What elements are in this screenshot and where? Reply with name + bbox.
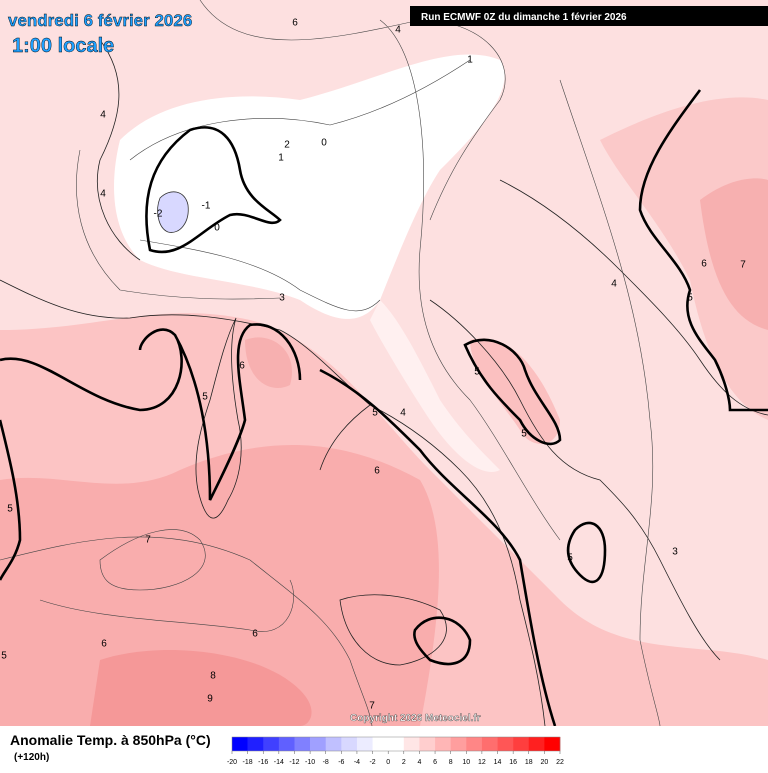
- contour-label: 3: [672, 547, 678, 558]
- colorbar-swatch: [341, 737, 358, 751]
- colorbar-swatch: [481, 737, 498, 751]
- forecast-time: 1:00 locale: [12, 35, 114, 57]
- contour-label: 0: [321, 138, 327, 149]
- contour-label: 7: [369, 701, 375, 712]
- colorbar-tick-label: 20: [540, 759, 548, 766]
- contour-label: 3: [279, 293, 285, 304]
- contour-label: 5: [1, 651, 7, 662]
- contour-label: -2: [154, 209, 163, 220]
- colorbar-swatch: [544, 737, 561, 751]
- contour-label: 5: [372, 408, 378, 419]
- colorbar-swatch: [310, 737, 327, 751]
- colorbar-swatch: [388, 737, 405, 751]
- colorbar-swatch: [356, 737, 373, 751]
- contour-label: 1: [278, 153, 284, 164]
- contour-label: 7: [740, 260, 746, 271]
- colorbar-swatch: [419, 737, 436, 751]
- contour-label: 5: [7, 504, 13, 515]
- colorbar-tick-label: -8: [323, 759, 329, 766]
- contour-label: 5: [202, 392, 208, 403]
- colorbar-tick-label: 22: [556, 759, 564, 766]
- contour-label: 6: [239, 361, 245, 372]
- contour-label: 2: [284, 140, 290, 151]
- colorbar-swatch: [247, 737, 264, 751]
- colorbar-tick-label: 14: [494, 759, 502, 766]
- colorbar-tick-label: 0: [386, 759, 390, 766]
- contour-label: 5: [687, 293, 693, 304]
- colorbar-swatch: [528, 737, 545, 751]
- contour-label: 7: [145, 535, 151, 546]
- colorbar-tick-label: -16: [258, 759, 268, 766]
- contour-label: 9: [207, 694, 213, 705]
- contours: [0, 0, 661, 727]
- contour-label: 6: [101, 639, 107, 650]
- colorbar-swatch: [403, 737, 420, 751]
- contour-label: 4: [611, 279, 617, 290]
- contour-label: 6: [252, 629, 258, 640]
- contour-label: 5: [521, 429, 527, 440]
- colorbar-tick-label: -12: [289, 759, 299, 766]
- contour-label: 4: [395, 25, 401, 36]
- colorbar-tick-label: -6: [338, 759, 344, 766]
- colorbar-tick-label: 16: [509, 759, 517, 766]
- colorbar-tick-label: 2: [402, 759, 406, 766]
- forecast-date: vendredi 6 février 2026: [8, 11, 192, 30]
- colorbar-swatch: [325, 737, 342, 751]
- contour-label: 8: [210, 671, 216, 682]
- colorbar-frame: [231, 736, 561, 752]
- contour-label: 6: [701, 259, 707, 270]
- contour-label: 6: [374, 466, 380, 477]
- colorbar-tick-label: -18: [243, 759, 253, 766]
- colorbar-swatch: [263, 737, 280, 751]
- colorbar-tick-label: -14: [274, 759, 284, 766]
- colorbar-swatch: [497, 737, 514, 751]
- contour-label: 6: [292, 18, 298, 29]
- contour-label: 4: [100, 110, 106, 121]
- contour-label: 0: [214, 223, 220, 234]
- colorbar-swatch: [294, 737, 311, 751]
- anomaly-fills: [0, 54, 768, 726]
- colorbar-tick-label: 4: [417, 759, 421, 766]
- contour-label: 5: [474, 367, 480, 378]
- colorbar-tick-label: -10: [305, 759, 315, 766]
- contour-label: -1: [202, 201, 211, 212]
- colorbar-tick-label: 6: [433, 759, 437, 766]
- colorbar-tick-label: 12: [478, 759, 486, 766]
- colorbar-tick-label: -4: [354, 759, 360, 766]
- colorbar-swatch: [513, 737, 530, 751]
- contour-label: 4: [100, 189, 106, 200]
- colorbar-swatch: [466, 737, 483, 751]
- zero-five-contours: [0, 89, 768, 727]
- colorbar-tick-label: -20: [227, 759, 237, 766]
- colorbar-tick-label: 10: [462, 759, 470, 766]
- lead-time: (+120h): [14, 752, 49, 763]
- colorbar-tick-label: -2: [369, 759, 375, 766]
- contour-label: 4: [400, 408, 406, 419]
- colorbar-swatch: [372, 737, 389, 751]
- colorbar-tick-label: 8: [449, 759, 453, 766]
- colorbar-swatch: [450, 737, 467, 751]
- run-label: Run ECMWF 0Z du dimanche 1 février 2026: [421, 12, 627, 23]
- colorbar-swatch: [232, 737, 248, 751]
- colorbar-swatch: [278, 737, 295, 751]
- colorbar: -20 -18 -16 -14 -12 -10 -8 -6 -4 -2 0 2 4 6 8 10 12 14 16 1…: [227, 736, 564, 766]
- colorbar-tick-label: 18: [525, 759, 533, 766]
- contour-label: 1: [467, 55, 473, 66]
- colorbar-swatch: [435, 737, 451, 751]
- run-banner: [410, 6, 768, 26]
- contour-label: 5: [567, 553, 573, 564]
- field-title: Anomalie Temp. à 850hPa (°C): [10, 732, 211, 748]
- copyright: Copyright 2026 Meteociel.fr: [350, 713, 481, 724]
